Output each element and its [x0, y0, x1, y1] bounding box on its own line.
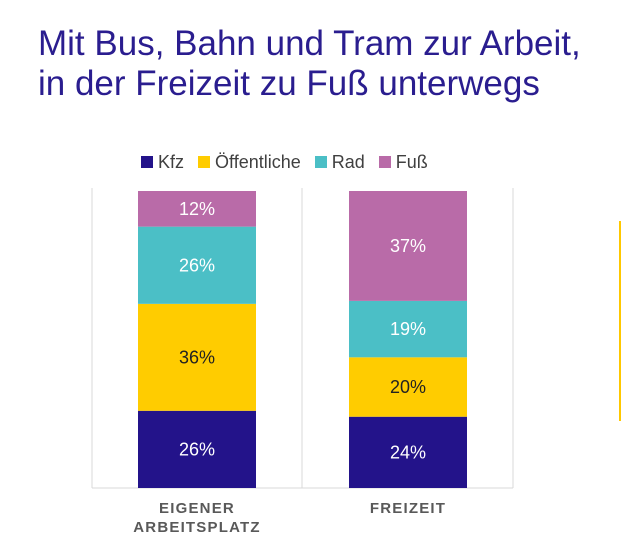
bar-segment-fuss-2 [349, 191, 467, 301]
data-label-kfz-2: 24% [390, 442, 426, 462]
legend-swatch-oeffentliche [198, 156, 211, 168]
data-label-rad-2: 19% [390, 319, 426, 339]
legend-item-oeffentliche: Öffentliche [198, 152, 301, 173]
legend-label-rad: Rad [331, 151, 365, 172]
bar-segment-fuss-1 [138, 191, 256, 227]
chart-title-line-1: Mit Bus, Bahn und Tram zur Arbeit, [38, 24, 581, 63]
category-label-1-line-1: EIGENER [159, 500, 235, 517]
legend-swatch-rad [314, 156, 327, 168]
data-label-oeffentliche-1: 36% [179, 347, 215, 367]
category-label-1-line-2: ARBEITSPLATZ [133, 519, 260, 536]
data-label-rad-1: 26% [179, 255, 215, 275]
legend-swatch-kfz [141, 156, 153, 168]
legend-label-kfz: Kfz [158, 151, 185, 172]
legend-item-fuss: Fuß [378, 151, 428, 173]
slide-edge-line [619, 221, 626, 421]
data-label-oeffentliche-2: 20% [390, 377, 426, 397]
chart-title: Mit Bus, Bahn und Tram zur Arbeit, in de… [38, 24, 581, 104]
legend-label-oeffentliche: Öffentliche [215, 151, 301, 172]
bar-segment-kfz-1 [138, 410, 256, 488]
chart-legend: Kfz Öffentliche Rad Fuß [141, 151, 428, 173]
bar-segment-oeffentliche-1 [138, 303, 256, 411]
data-label-kfz-1: 26% [179, 439, 215, 459]
legend-swatch-fuss [378, 156, 391, 168]
bar-segment-rad-1 [138, 226, 256, 304]
data-label-fuss-1: 12% [179, 199, 215, 219]
category-label-2-line-1: FREIZEIT [370, 500, 446, 517]
legend-item-kfz: Kfz [141, 152, 184, 173]
legend-item-rad: Rad [314, 151, 365, 173]
bar-segment-kfz-2 [349, 416, 467, 488]
bar-segment-oeffentliche-2 [349, 357, 467, 417]
legend-label-fuss: Fuß [395, 151, 428, 172]
chart-title-line-2: in der Freizeit zu Fuß unterwegs [38, 64, 540, 103]
data-label-fuss-2: 37% [390, 236, 426, 256]
bar-segment-rad-2 [349, 300, 467, 358]
